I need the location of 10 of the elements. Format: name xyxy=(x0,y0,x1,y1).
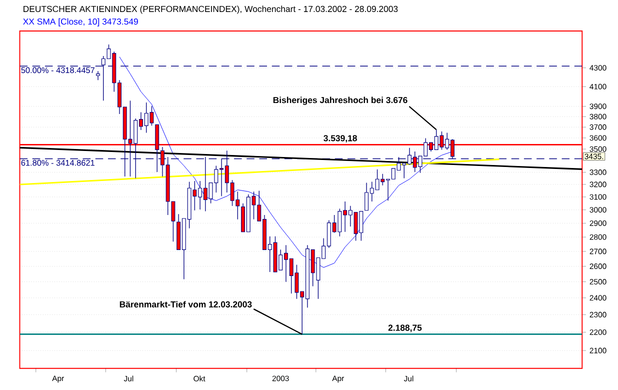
chart-title: DEUTSCHER AKTIENINDEX (PERFORMANCEINDEX), Wochenchart - 17.03.2002 - 28.09.2003 xyxy=(24,6,398,14)
annotation: Bärenmarkt-Tief vom 12.03.2003 xyxy=(120,301,252,308)
candlestick xyxy=(96,70,100,81)
text: XX SMA [Close, 10] 3473.549 xyxy=(23,18,138,26)
ref-line-label: 2.188,75 xyxy=(388,324,422,332)
annotation: 50.00% - 4318.4457 xyxy=(21,67,94,74)
ref-line-label: 3.539,18 xyxy=(324,135,357,143)
annotation: 61.80% - 3414.8621 xyxy=(21,160,94,166)
annotation: Bisheriges Jahreshoch bei 3.676 xyxy=(273,96,408,106)
line-series xyxy=(119,56,453,268)
